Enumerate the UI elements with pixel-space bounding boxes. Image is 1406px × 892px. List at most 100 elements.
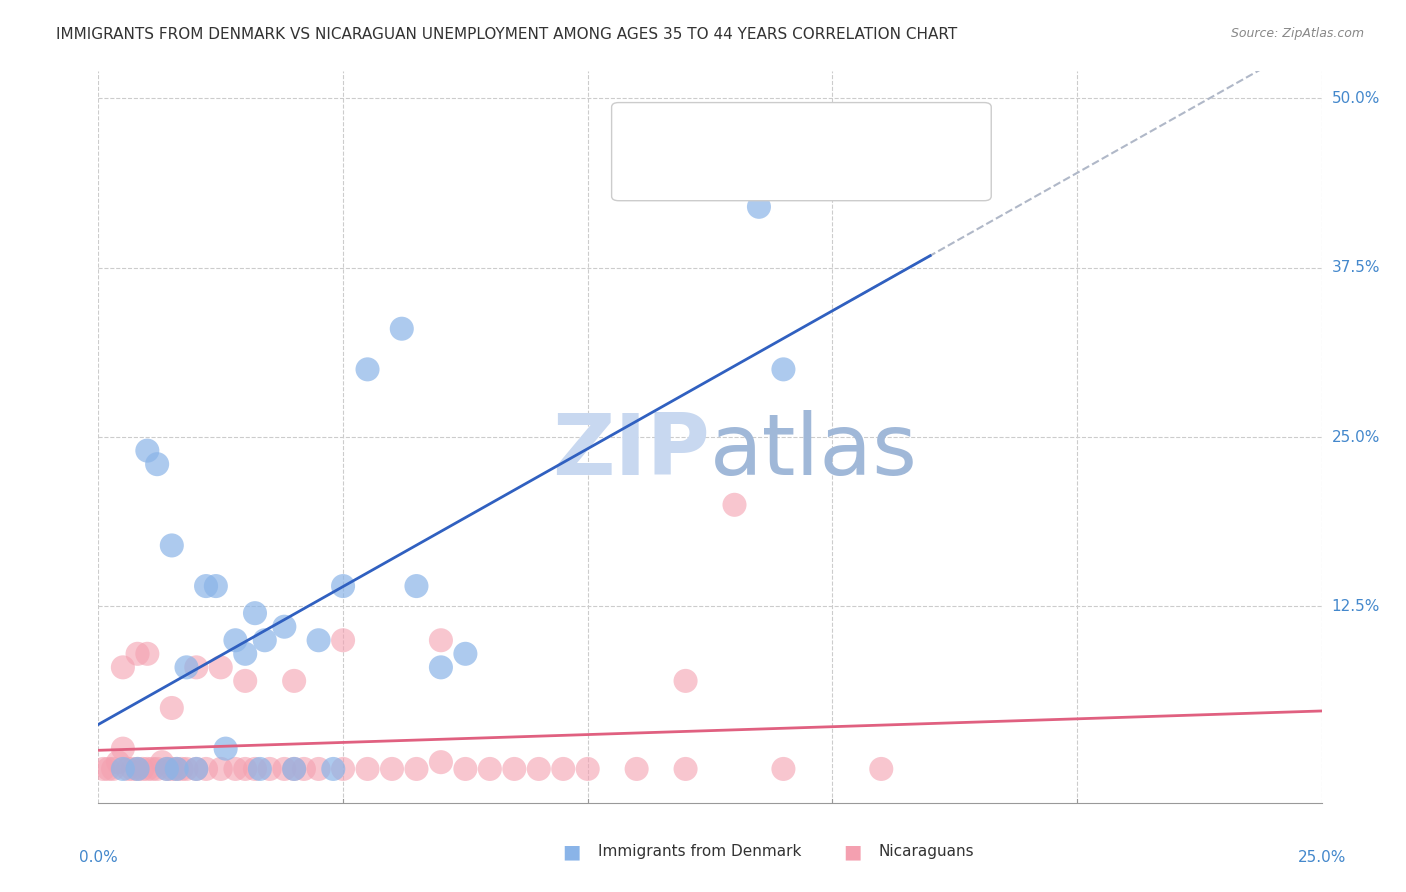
Point <box>430 755 453 769</box>
Point <box>111 660 134 674</box>
Text: R =: R = <box>668 161 702 175</box>
Text: 0.042: 0.042 <box>700 161 748 175</box>
Text: N =: N = <box>752 123 800 137</box>
Point <box>146 762 169 776</box>
Point <box>160 538 183 552</box>
Text: 37.5%: 37.5% <box>1331 260 1379 276</box>
Point <box>259 762 281 776</box>
Point <box>170 762 193 776</box>
Point <box>127 762 149 776</box>
Text: Source: ZipAtlas.com: Source: ZipAtlas.com <box>1230 27 1364 40</box>
Point <box>253 633 276 648</box>
Point <box>97 762 120 776</box>
Point <box>233 647 256 661</box>
Point <box>224 762 246 776</box>
Text: 29: 29 <box>813 123 834 137</box>
Text: ■: ■ <box>640 158 661 178</box>
Point <box>478 762 501 776</box>
Point <box>626 762 648 776</box>
Point <box>131 762 153 776</box>
Text: 0.0%: 0.0% <box>79 850 118 865</box>
Point <box>503 762 526 776</box>
Point <box>91 762 114 776</box>
Point <box>156 762 179 776</box>
Point <box>430 633 453 648</box>
Point <box>332 579 354 593</box>
Point <box>233 762 256 776</box>
Text: 25.0%: 25.0% <box>1331 430 1379 444</box>
Point <box>136 647 159 661</box>
Point <box>111 762 134 776</box>
Point <box>391 322 413 336</box>
Point <box>430 660 453 674</box>
Point <box>101 762 124 776</box>
Text: R =: R = <box>668 123 702 137</box>
Point <box>186 762 208 776</box>
Point <box>243 762 266 776</box>
Point <box>332 633 354 648</box>
Point <box>160 701 183 715</box>
Point <box>772 762 794 776</box>
Point <box>150 755 173 769</box>
Point <box>273 762 295 776</box>
Point <box>322 762 344 776</box>
Point <box>381 762 404 776</box>
Point <box>405 762 427 776</box>
Point <box>356 762 378 776</box>
Point <box>186 762 208 776</box>
Point <box>209 762 232 776</box>
Text: ZIP: ZIP <box>553 410 710 493</box>
Point <box>870 762 893 776</box>
Point <box>283 762 305 776</box>
Text: 12.5%: 12.5% <box>1331 599 1379 614</box>
Text: ■: ■ <box>640 120 661 139</box>
Text: Nicaraguans: Nicaraguans <box>879 845 974 859</box>
Point <box>283 673 305 688</box>
Point <box>156 762 179 776</box>
Point <box>214 741 236 756</box>
Point <box>160 762 183 776</box>
Point <box>283 762 305 776</box>
Text: 56: 56 <box>813 161 834 175</box>
Point <box>308 762 330 776</box>
Point <box>249 762 271 776</box>
Point <box>186 660 208 674</box>
Point <box>176 660 198 674</box>
Text: N =: N = <box>752 161 800 175</box>
Point <box>195 579 218 593</box>
Text: Immigrants from Denmark: Immigrants from Denmark <box>598 845 801 859</box>
Point <box>166 762 188 776</box>
Point <box>176 762 198 776</box>
Point <box>195 762 218 776</box>
Point <box>233 673 256 688</box>
Point <box>308 633 330 648</box>
Point <box>146 457 169 471</box>
Point <box>356 362 378 376</box>
Point <box>209 660 232 674</box>
Text: atlas: atlas <box>710 410 918 493</box>
Point <box>273 620 295 634</box>
Point <box>527 762 550 776</box>
Point <box>576 762 599 776</box>
Point <box>723 498 745 512</box>
Point <box>748 200 770 214</box>
Point <box>107 755 129 769</box>
Point <box>405 579 427 593</box>
Point <box>675 673 697 688</box>
Text: 25.0%: 25.0% <box>1298 850 1346 865</box>
Text: 0.735: 0.735 <box>700 123 748 137</box>
Point <box>772 362 794 376</box>
Point <box>292 762 315 776</box>
Point <box>136 443 159 458</box>
Point <box>127 647 149 661</box>
Text: 50.0%: 50.0% <box>1331 91 1379 106</box>
Text: ■: ■ <box>562 842 581 862</box>
Point <box>117 762 139 776</box>
Text: IMMIGRANTS FROM DENMARK VS NICARAGUAN UNEMPLOYMENT AMONG AGES 35 TO 44 YEARS COR: IMMIGRANTS FROM DENMARK VS NICARAGUAN UN… <box>56 27 957 42</box>
Point <box>141 762 163 776</box>
Point <box>553 762 575 776</box>
Point <box>127 762 149 776</box>
Point <box>111 741 134 756</box>
Point <box>121 762 143 776</box>
Point <box>243 606 266 620</box>
